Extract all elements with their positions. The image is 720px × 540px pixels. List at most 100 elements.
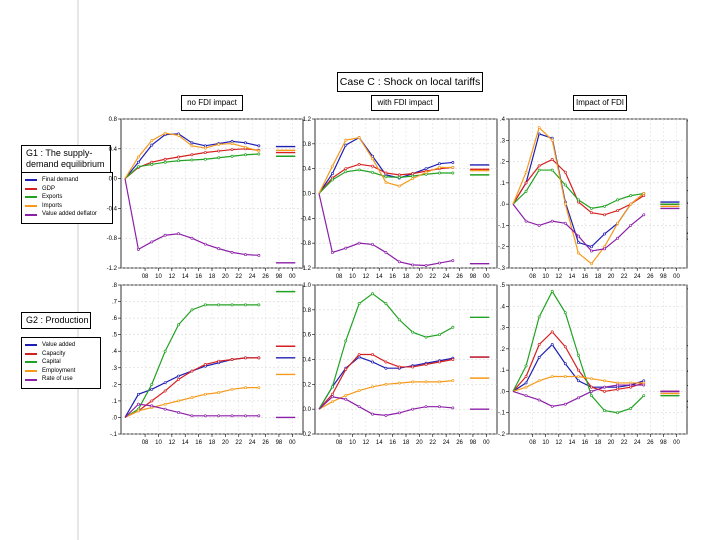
data-point — [190, 141, 194, 145]
x-tick-label: 20 — [222, 440, 229, 446]
data-point — [424, 363, 428, 366]
data-point — [344, 339, 348, 343]
legend-swatch — [25, 179, 37, 182]
x-tick-label: 20 — [608, 274, 615, 280]
data-point — [384, 175, 388, 179]
data-point — [438, 333, 441, 337]
y-tick-label: .0 — [112, 415, 118, 421]
x-tick-label: 08 — [529, 274, 536, 280]
plot-frame — [314, 118, 498, 269]
data-point — [424, 335, 428, 339]
data-point — [244, 414, 247, 418]
data-point — [244, 145, 247, 149]
data-point — [230, 250, 234, 254]
data-point — [230, 154, 234, 158]
data-point — [150, 162, 154, 166]
data-point — [550, 404, 554, 408]
data-point — [150, 399, 154, 403]
y-tick-label: .6 — [112, 316, 118, 322]
data-point — [397, 381, 401, 385]
x-tick-label: 98 — [276, 440, 283, 446]
data-point — [177, 323, 180, 327]
data-point — [203, 157, 207, 161]
data-point — [576, 368, 580, 372]
data-point — [257, 303, 261, 307]
data-point — [163, 131, 167, 135]
data-point — [438, 162, 441, 166]
data-point — [230, 358, 234, 361]
data-point — [411, 263, 415, 267]
data-point — [537, 355, 541, 359]
x-tick-label: 16 — [195, 440, 202, 446]
x-tick-label: 18 — [209, 440, 216, 446]
y-tick-label: .5 — [112, 333, 118, 339]
data-point — [537, 164, 541, 168]
data-point — [371, 385, 374, 389]
data-point — [642, 394, 646, 398]
y-tick-label: .2 — [500, 160, 506, 166]
data-point — [330, 178, 334, 182]
data-point — [642, 213, 646, 217]
data-point — [616, 387, 620, 391]
data-point — [563, 345, 567, 349]
legend-swatch — [25, 370, 37, 373]
data-point — [629, 407, 633, 410]
data-point — [136, 402, 140, 406]
data-point — [177, 377, 180, 381]
data-point — [576, 241, 580, 244]
x-tick-label: 18 — [595, 440, 602, 446]
x-tick-label: 00 — [483, 274, 490, 280]
data-point — [397, 175, 401, 179]
y-tick-label: -.1 — [110, 432, 118, 438]
data-point — [537, 315, 541, 319]
data-point — [244, 141, 247, 145]
data-point — [576, 251, 580, 255]
legend-g2: Value added Capacity Capital Employment … — [21, 337, 101, 389]
data-point — [190, 158, 194, 162]
data-point — [524, 385, 528, 389]
x-tick-label: 20 — [608, 440, 615, 446]
x-tick-label: 00 — [289, 440, 296, 446]
y-tick-label: 0.0 — [109, 177, 118, 183]
legend-swatch — [25, 344, 37, 347]
y-tick-label: 0.2 — [303, 382, 312, 388]
data-point — [203, 146, 207, 150]
x-tick-label: 26 — [647, 440, 654, 446]
data-point — [537, 398, 541, 402]
x-tick-label: 10 — [542, 440, 549, 446]
y-tick-label: 0.8 — [109, 117, 118, 123]
x-tick-label: 22 — [621, 274, 628, 280]
data-point — [163, 381, 167, 385]
x-tick-label: 10 — [349, 274, 356, 280]
data-point — [371, 353, 374, 356]
data-point — [357, 302, 361, 306]
data-point — [344, 170, 348, 174]
legend-item: Capacity — [25, 350, 97, 359]
data-point — [177, 232, 180, 236]
data-point — [330, 392, 334, 396]
data-point — [244, 253, 247, 257]
data-point — [257, 144, 261, 148]
data-point — [150, 404, 154, 408]
y-tick-label: -.1 — [498, 223, 506, 229]
data-point — [163, 349, 167, 353]
legend-label: Capacity — [42, 350, 66, 357]
x-tick-label: 18 — [403, 274, 410, 280]
x-tick-label: 22 — [429, 440, 436, 446]
slide-divider-line — [77, 0, 79, 540]
data-point — [616, 221, 620, 225]
y-tick-label: -1.2 — [107, 266, 118, 272]
data-point — [244, 356, 247, 360]
data-point — [451, 171, 455, 175]
data-point — [203, 242, 207, 246]
data-point — [563, 221, 567, 225]
data-point — [177, 374, 180, 378]
data-point — [397, 184, 401, 188]
data-point — [642, 383, 646, 387]
data-point — [438, 360, 441, 364]
data-point — [257, 414, 261, 418]
legend-label: Rate of use — [42, 376, 73, 383]
data-point — [217, 303, 221, 307]
data-point — [344, 397, 348, 401]
y-tick-label: -1.2 — [301, 266, 312, 272]
